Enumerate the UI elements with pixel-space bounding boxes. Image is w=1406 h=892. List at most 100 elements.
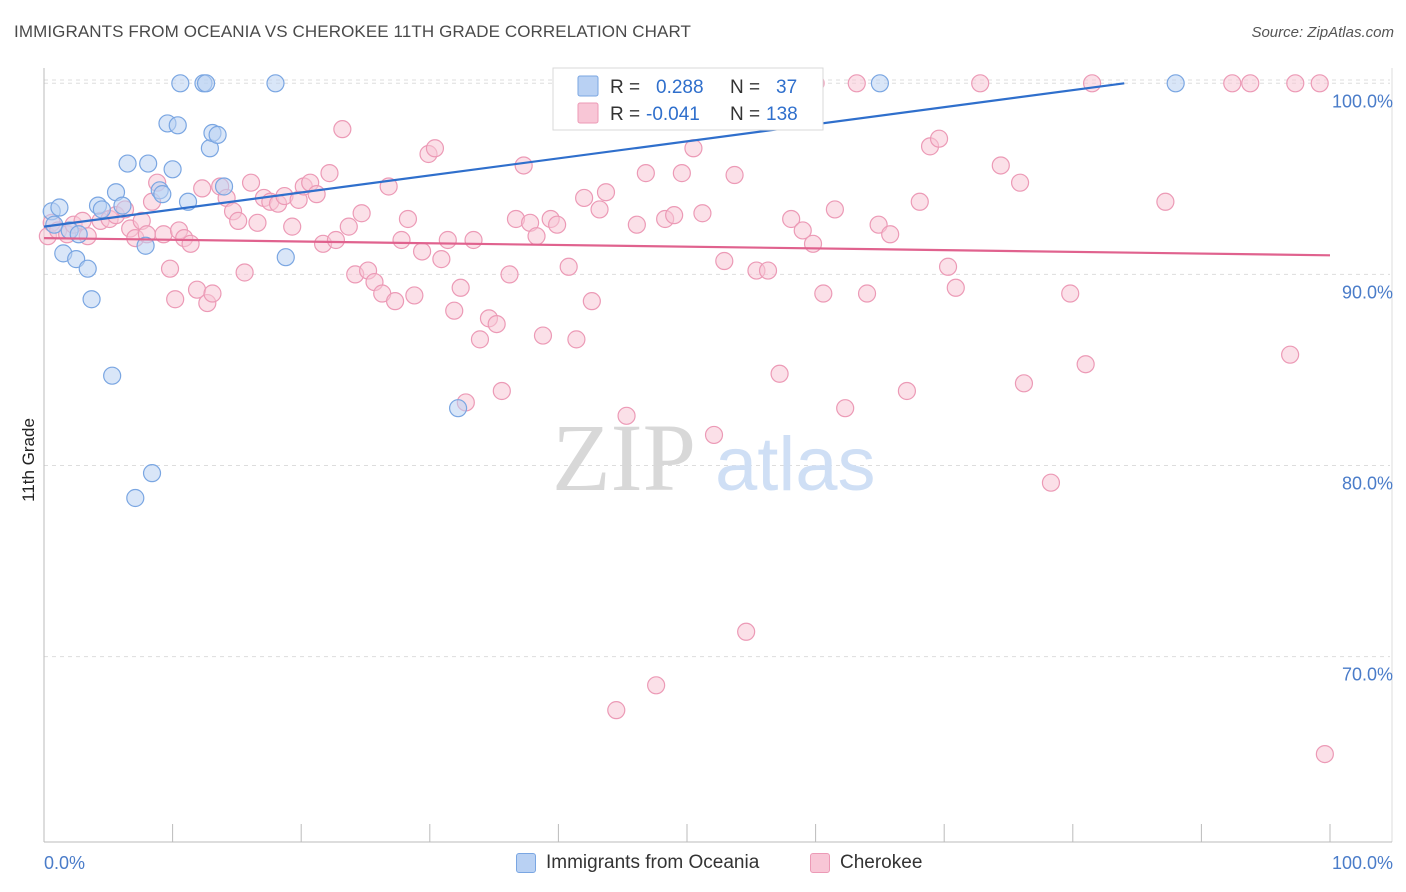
legend-label-cherokee: Cherokee xyxy=(840,852,923,873)
pink-point-58 xyxy=(412,242,432,261)
pink-point-31 xyxy=(235,263,254,282)
pink-point-130 xyxy=(1286,74,1305,93)
blue-point-6 xyxy=(69,225,88,244)
pink-point-67 xyxy=(470,330,490,349)
pink-point-132 xyxy=(1315,744,1334,764)
pink-point-109 xyxy=(857,284,877,303)
pink-point-78 xyxy=(548,215,567,234)
y-tick-label-2: 80.0% xyxy=(1342,474,1393,494)
pink-point-32 xyxy=(241,173,261,192)
pink-point-61 xyxy=(432,250,451,269)
pink-point-115 xyxy=(929,129,949,148)
pink-point-80 xyxy=(567,330,586,349)
pink-point-103 xyxy=(793,221,812,240)
watermark: ZIP atlas xyxy=(552,404,876,511)
legend-swatch-cherokee xyxy=(810,853,830,873)
pink-point-101 xyxy=(770,364,789,383)
blue-point-16 xyxy=(136,236,155,255)
legend-r-label-pink: R = xyxy=(610,104,640,125)
pink-point-121 xyxy=(1014,374,1034,393)
pink-point-127 xyxy=(1223,74,1242,93)
x-tick-label-1: 100.0% xyxy=(1332,853,1393,873)
blue-point-24 xyxy=(171,74,190,93)
pink-point-118 xyxy=(971,74,990,93)
pink-point-97 xyxy=(725,165,744,185)
pink-point-112 xyxy=(897,381,917,401)
pink-point-82 xyxy=(582,292,601,311)
blue-point-34 xyxy=(448,399,468,418)
legend-r-value-pink: -0.041 xyxy=(646,104,700,125)
pink-point-85 xyxy=(607,701,626,720)
blue-point-33 xyxy=(276,248,295,267)
blue-point-7 xyxy=(78,259,97,278)
pink-point-100 xyxy=(758,261,778,280)
pink-point-71 xyxy=(500,265,519,284)
pink-point-105 xyxy=(814,284,833,303)
legend-n-label-blue: N = xyxy=(730,77,760,98)
legend-item-cherokee: Cherokee xyxy=(810,852,922,874)
trend-lines xyxy=(43,82,1331,257)
pink-point-81 xyxy=(575,188,594,208)
bottom-legend: Immigrants from Oceania Cherokee xyxy=(0,852,1406,878)
pink-point-45 xyxy=(326,230,346,250)
y-tick-label-3: 70.0% xyxy=(1342,665,1393,685)
legend-swatch-pink xyxy=(577,102,599,124)
legend-label-oceania: Immigrants from Oceania xyxy=(546,852,760,873)
pink-point-46 xyxy=(333,120,352,139)
blue-point-8 xyxy=(82,290,101,309)
pink-point-89 xyxy=(647,676,666,695)
pink-point-123 xyxy=(1061,284,1080,303)
pink-point-91 xyxy=(665,206,684,225)
pink-point-56 xyxy=(398,209,418,229)
blue-point-32 xyxy=(266,74,285,93)
pink-point-94 xyxy=(693,204,712,223)
pink-point-47 xyxy=(339,217,358,236)
x-tick-labels: 0.0% 100.0% xyxy=(44,853,1393,873)
pink-point-117 xyxy=(946,278,965,297)
pink-point-54 xyxy=(385,292,405,311)
pink-point-96 xyxy=(715,251,734,271)
blue-point-35 xyxy=(870,74,890,93)
pink-point-92 xyxy=(672,164,691,183)
pink-point-129 xyxy=(1281,345,1300,364)
pink-point-104 xyxy=(803,234,823,253)
pink-point-116 xyxy=(938,257,958,276)
pink-point-33 xyxy=(248,213,267,232)
blue-point-27 xyxy=(196,74,216,93)
pink-point-122 xyxy=(1041,473,1061,492)
blue-point-2 xyxy=(50,198,69,217)
pink-point-87 xyxy=(627,215,646,234)
blue-point-20 xyxy=(153,185,172,204)
pink-point-70 xyxy=(492,381,511,401)
legend-r-value-blue: 0.288 xyxy=(656,77,704,98)
y-axis-label: 11th Grade xyxy=(19,418,38,502)
pink-point-30 xyxy=(229,211,248,230)
pink-point-120 xyxy=(1010,173,1030,192)
pink-point-111 xyxy=(881,225,900,244)
pink-point-124 xyxy=(1076,355,1095,374)
pink-point-86 xyxy=(617,406,636,425)
x-tick-label-0: 0.0% xyxy=(44,853,85,873)
pink-point-128 xyxy=(1241,74,1260,93)
blue-point-18 xyxy=(142,464,162,483)
pink-point-113 xyxy=(910,192,929,211)
blue-point-23 xyxy=(168,116,187,135)
pink-point-69 xyxy=(487,314,506,334)
blue-point-15 xyxy=(126,488,145,508)
pink-point-26 xyxy=(203,284,222,303)
blue-point-11 xyxy=(103,366,122,385)
blue-point-13 xyxy=(113,196,132,215)
pink-point-42 xyxy=(307,185,326,204)
pink-trend-line xyxy=(43,236,1331,257)
blue-trend-line xyxy=(43,82,1125,228)
pink-point-107 xyxy=(836,399,855,418)
blue-point-17 xyxy=(139,154,158,173)
pink-point-22 xyxy=(181,234,200,253)
pink-point-79 xyxy=(559,257,578,276)
legend-r-label-blue: R = xyxy=(610,77,640,98)
legend-n-label-pink: N = xyxy=(730,104,760,125)
legend-swatch-oceania xyxy=(516,853,536,873)
pink-point-44 xyxy=(320,164,339,183)
pink-point-62 xyxy=(438,230,457,250)
watermark-atlas: atlas xyxy=(715,422,876,507)
